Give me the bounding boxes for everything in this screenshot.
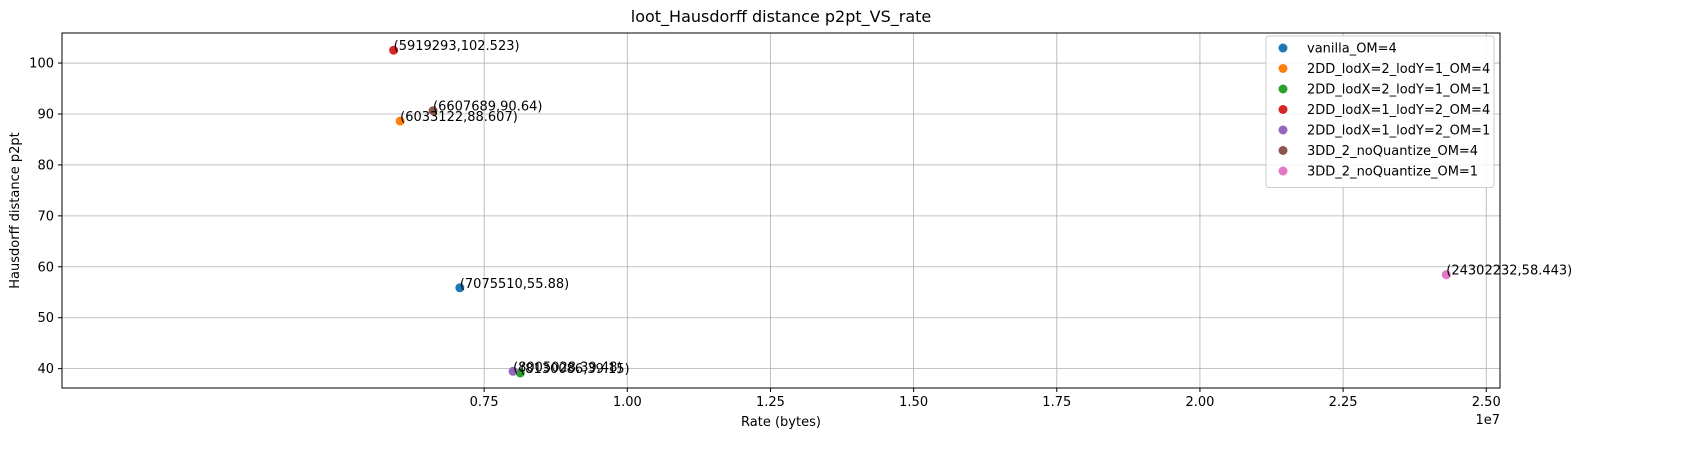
legend-marker	[1278, 146, 1288, 155]
scatter-point	[455, 283, 465, 293]
data-points	[389, 45, 1451, 378]
x-tick-label: 2.50	[1472, 395, 1501, 410]
x-tick-label: 1.25	[756, 395, 785, 410]
legend-marker	[1278, 43, 1288, 53]
scatter-point	[428, 106, 438, 116]
point-label: (5919293,102.523)	[394, 39, 520, 54]
point-label: (8005028,39.48)	[513, 360, 622, 375]
point-label: (8130086,39.15)	[520, 362, 629, 377]
x-axis-offset-label: 1e7	[1475, 413, 1500, 428]
x-tick-label: 1.50	[899, 395, 928, 410]
x-tick-label: 1.00	[613, 395, 642, 410]
point-label: (7075510,55.88)	[460, 277, 569, 292]
data-labels: (7075510,55.88) (6033122,88.607) (8130086,…	[394, 39, 1573, 377]
plot-frame	[61, 32, 1501, 389]
legend-label: vanilla_OM=4	[1307, 42, 1397, 57]
y-tick-label: 50	[37, 311, 54, 326]
y-tick-label: 100	[29, 57, 54, 72]
x-tick-label: 2.25	[1329, 395, 1358, 410]
y-tick-label: 90	[37, 107, 54, 122]
scatter-point	[389, 45, 399, 55]
legend-marker	[1278, 105, 1288, 114]
legend-box	[1265, 35, 1495, 188]
chart-title: loot_Hausdorff distance p2pt_VS_rate	[631, 7, 932, 27]
point-label: (24302232,58.443)	[1446, 264, 1572, 279]
legend-label: 2DD_lodX=1_lodY=2_OM=1	[1307, 124, 1490, 139]
x-axis-label: Rate (bytes)	[741, 415, 821, 430]
point-label: (6033122,88.607)	[400, 110, 518, 125]
scatter-point	[515, 368, 525, 378]
scatter-point	[395, 116, 405, 126]
x-tick-label: 2.00	[1185, 395, 1214, 410]
legend-label: 2DD_lodX=2_lodY=1_OM=1	[1307, 83, 1490, 98]
grid	[62, 33, 1500, 388]
legend-marker	[1278, 166, 1288, 176]
legend-items: vanilla_OM=4 2DD_lodX=2_lodY=1_OM=4 2DD_lo…	[1278, 42, 1490, 180]
point-label: (6607689,90.64)	[433, 100, 542, 115]
y-axis-label: Hausdorff distance p2pt	[8, 132, 23, 288]
scatter-point	[1441, 270, 1451, 280]
legend-label: 2DD_lodX=2_lodY=1_OM=4	[1307, 62, 1490, 77]
scatter-point	[508, 366, 518, 376]
x-tick-label: 1.75	[1042, 395, 1071, 410]
x-tick-label: 0.75	[470, 395, 499, 410]
y-tick-label: 60	[37, 260, 54, 275]
legend-label: 3DD_2_noQuantize_OM=1	[1307, 165, 1478, 180]
legend-marker	[1278, 125, 1288, 135]
legend-label: 2DD_lodX=1_lodY=2_OM=4	[1307, 103, 1490, 118]
legend: vanilla_OM=4 2DD_lodX=2_lodY=1_OM=4 2DD_lo…	[1265, 35, 1495, 188]
y-tick-label: 80	[37, 158, 54, 173]
y-tick-label: 70	[37, 209, 54, 224]
y-tick-label: 40	[37, 362, 54, 377]
axis-ticks: 0.75 1.00 1.25 1.50 1.75 2.00 2.25 2.50 40 50 60 70…	[29, 57, 1501, 410]
legend-marker	[1278, 64, 1288, 73]
legend-marker	[1278, 84, 1288, 94]
legend-label: 3DD_2_noQuantize_OM=4	[1307, 144, 1478, 159]
